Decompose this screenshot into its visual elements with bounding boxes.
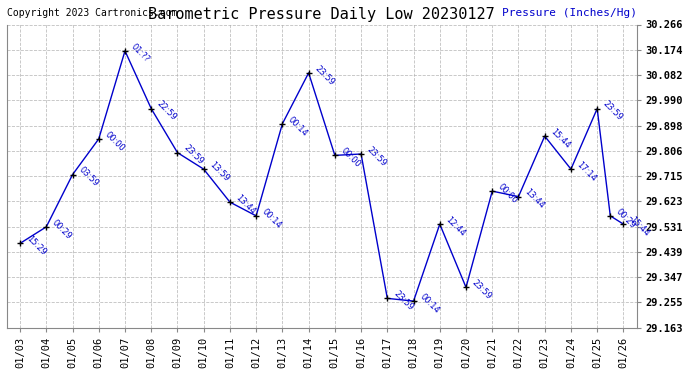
Text: Pressure (Inches/Hg): Pressure (Inches/Hg) [502,8,637,18]
Text: 00:00: 00:00 [496,182,520,205]
Text: 23:59: 23:59 [391,289,415,312]
Text: 15:29: 15:29 [24,234,48,257]
Text: 00:29: 00:29 [50,218,74,241]
Text: 13:44: 13:44 [234,193,257,216]
Text: 00:29: 00:29 [615,207,638,230]
Title: Barometric Pressure Daily Low 20230127: Barometric Pressure Daily Low 20230127 [148,7,495,22]
Text: 13:44: 13:44 [522,188,546,211]
Text: 00:14: 00:14 [286,115,310,138]
Text: 13:59: 13:59 [208,160,231,183]
Text: 23:59: 23:59 [365,145,388,168]
Text: 00:00: 00:00 [339,146,362,170]
Text: 23:59: 23:59 [470,278,493,302]
Text: 17:14: 17:14 [575,160,598,183]
Text: 23:59: 23:59 [313,64,336,87]
Text: 23:59: 23:59 [602,99,624,123]
Text: 00:14: 00:14 [417,292,441,315]
Text: 03:59: 03:59 [77,165,100,189]
Text: 00:14: 00:14 [260,207,284,230]
Text: 23:59: 23:59 [181,144,205,167]
Text: 15:44: 15:44 [549,127,572,150]
Text: 22:59: 22:59 [155,99,179,123]
Text: 12:44: 12:44 [444,215,467,238]
Text: 01:??: 01:?? [129,42,151,64]
Text: 00:00: 00:00 [103,130,126,153]
Text: 15:44: 15:44 [628,215,651,238]
Text: Copyright 2023 Cartronics.com: Copyright 2023 Cartronics.com [7,8,177,18]
